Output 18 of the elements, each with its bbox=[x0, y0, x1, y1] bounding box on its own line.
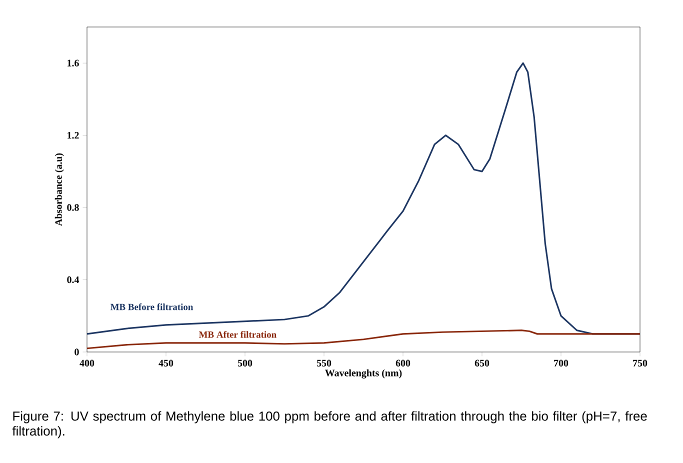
x-tick-label: 600 bbox=[396, 360, 410, 366]
y-tick-label: 0 bbox=[74, 348, 79, 356]
x-tick-label: 500 bbox=[238, 360, 252, 366]
y-axis-title: Absorbance (a.u) bbox=[54, 153, 64, 226]
x-tick-label: 650 bbox=[474, 360, 490, 366]
x-tick-label: 550 bbox=[316, 360, 332, 366]
caption: Figure 7: UV spectrum of Methylene blue 100 ppm before and after filtration through the bio filter (pH=7, free filtration). bbox=[12, 411, 647, 438]
x-tick-label: 400 bbox=[80, 360, 94, 366]
y-tick-label: 0.8 bbox=[67, 204, 79, 211]
y-tick-label: 1.6 bbox=[68, 60, 79, 66]
x-tick-label: 750 bbox=[633, 360, 648, 366]
x-axis-title: Wavelenghts (nm) bbox=[325, 369, 402, 378]
y-tick-label: 1.2 bbox=[68, 132, 79, 139]
series-label: MB Before filtration bbox=[110, 303, 194, 310]
x-tick-label: 700 bbox=[554, 360, 568, 366]
x-tick-label: 450 bbox=[158, 360, 174, 366]
y-tick-label: 0.4 bbox=[67, 276, 80, 284]
series-label: MB After filtration bbox=[198, 331, 276, 338]
